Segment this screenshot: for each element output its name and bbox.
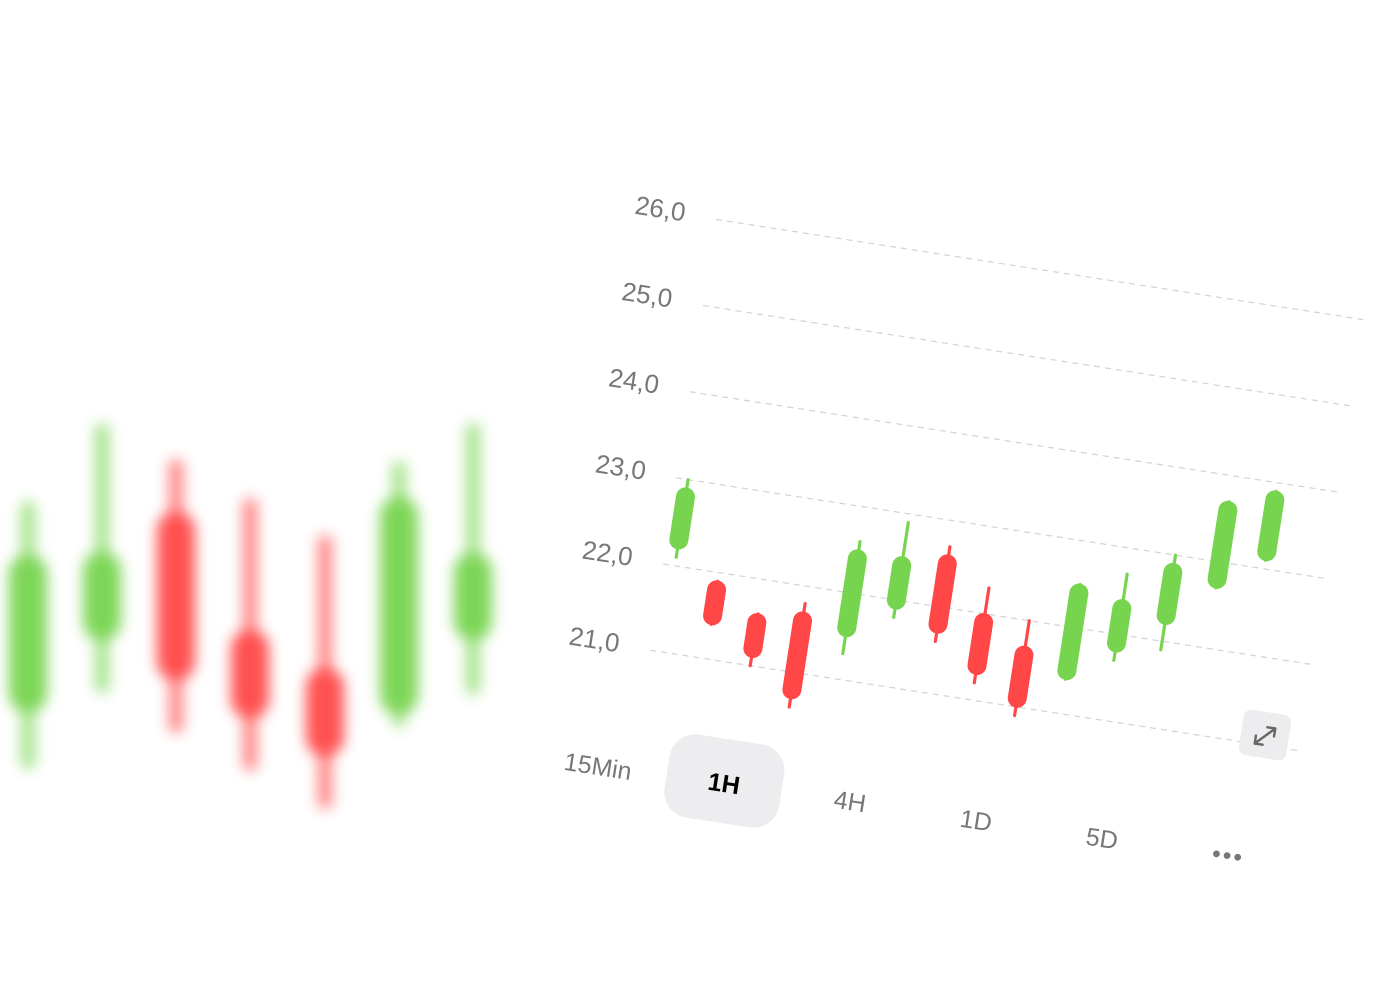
timeframe-label[interactable]: 15Min	[562, 748, 634, 786]
timeframe-tab-4h[interactable]: 4H	[832, 786, 868, 819]
candle-down	[782, 602, 812, 709]
timeframe-label[interactable]: 4H	[832, 786, 868, 819]
candle-down	[743, 612, 767, 668]
candle-body	[782, 611, 812, 700]
background-candle	[454, 423, 492, 695]
y-tick-label: 22,0	[580, 535, 635, 572]
timeframe-label[interactable]: 1H	[706, 768, 742, 801]
candle-up	[1107, 572, 1132, 662]
background-candle-body	[157, 512, 195, 680]
y-axis-labels: 26,0 25,0 24,0 23,0 22,0 21,0	[567, 190, 688, 658]
timeframe-label[interactable]: 1D	[958, 805, 994, 838]
timeframe-tab-5d[interactable]: 5D	[1084, 823, 1120, 856]
candle-body	[1257, 490, 1285, 562]
grid-lines	[649, 218, 1367, 752]
candle-body	[669, 487, 695, 550]
background-candle	[83, 423, 121, 693]
candle-body	[1007, 645, 1034, 708]
candle-up	[1057, 582, 1089, 681]
candles	[669, 478, 1285, 718]
more-timeframes-button[interactable]: •••	[1210, 840, 1246, 873]
y-tick-label: 24,0	[607, 362, 662, 399]
timeframe-tab-1h[interactable]: 1H	[661, 731, 788, 832]
grid-line	[702, 304, 1353, 407]
background-candle-body	[231, 630, 269, 718]
grid-line	[689, 391, 1340, 493]
background-candle	[157, 459, 195, 733]
background-candle-body	[380, 497, 418, 714]
candle-down	[703, 579, 727, 626]
candle-body	[886, 556, 912, 610]
expand-button[interactable]	[1238, 709, 1292, 762]
candle-up	[1207, 500, 1238, 590]
candle-down	[967, 586, 994, 685]
y-tick-label: 25,0	[620, 276, 675, 313]
timeframe-active-bg[interactable]	[661, 731, 788, 832]
timeframe-selector: 15Min 1H 4H 1D 5D •••	[562, 731, 1246, 873]
candle-body	[703, 580, 727, 626]
expand-icon	[1253, 726, 1277, 746]
timeframe-tab-15min[interactable]: 15Min	[562, 748, 634, 786]
background-candle	[306, 535, 344, 809]
y-tick-label: 26,0	[633, 190, 688, 227]
background-candle	[9, 501, 47, 769]
candle-up	[669, 478, 695, 559]
candle-body	[1156, 562, 1183, 625]
candle-body	[1057, 583, 1089, 681]
candle-body	[837, 549, 867, 638]
background-candle	[380, 461, 418, 727]
candle-body	[743, 613, 767, 658]
candle-up	[837, 539, 867, 656]
background-candle-body	[9, 555, 47, 712]
timeframe-tab-1d[interactable]: 1D	[958, 805, 994, 838]
grid-line	[715, 218, 1367, 321]
y-tick-label: 21,0	[567, 621, 622, 658]
candle-up	[1156, 553, 1183, 652]
timeframe-label[interactable]: 5D	[1084, 823, 1120, 856]
candle-up	[1257, 489, 1285, 562]
background-candle-body	[454, 553, 492, 640]
candle-body	[967, 612, 994, 676]
candle-down	[928, 545, 957, 644]
candle-body	[1107, 599, 1132, 653]
y-tick-label: 23,0	[593, 448, 648, 485]
candle-down	[1007, 619, 1034, 718]
background-candle	[231, 498, 269, 771]
background-candle-body	[306, 668, 344, 756]
candle-body	[928, 554, 957, 634]
candle-body	[1207, 500, 1238, 589]
background-candle-body	[83, 552, 121, 640]
candle-up	[886, 520, 912, 619]
more-icon[interactable]: •••	[1210, 840, 1246, 873]
